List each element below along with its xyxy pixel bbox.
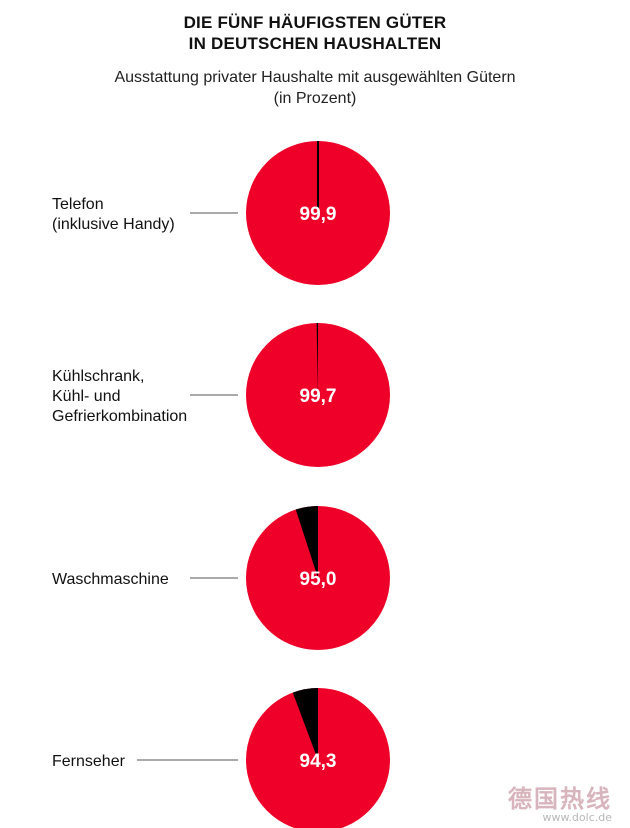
- category-label: Telefon: [52, 196, 104, 213]
- pie-value-label: 99,7: [300, 386, 337, 407]
- pie-value-label: 99,9: [300, 204, 337, 225]
- chart-subtitle-line1: Ausstattung privater Haushalte mit ausge…: [114, 69, 516, 86]
- category-label: (inklusive Handy): [52, 216, 175, 233]
- watermark: 德国热线 www.dolc.de: [508, 786, 612, 824]
- category-label: Kühl- und: [52, 388, 121, 405]
- pie-value-label: 94,3: [300, 751, 337, 772]
- pie-slice-remainder: [295, 506, 318, 578]
- pie-value-label: 95,0: [300, 569, 337, 590]
- category-label: Waschmaschine: [52, 571, 169, 588]
- watermark-text: 德国热线: [508, 784, 612, 813]
- chart-title-line1: DIE FÜNF HÄUFIGSTEN GÜTER: [183, 13, 447, 32]
- chart-subtitle-line2: (in Prozent): [273, 90, 357, 107]
- category-label: Gefrierkombination: [52, 408, 187, 425]
- pie-slice-remainder: [292, 688, 318, 760]
- watermark-url: www.dolc.de: [542, 811, 612, 824]
- chart-title-line2: IN DEUTSCHEN HAUSHALTEN: [188, 34, 442, 53]
- pie-slice-remainder: [316, 322, 318, 395]
- category-label: Fernseher: [52, 753, 126, 770]
- category-label: Kühlschrank,: [52, 368, 145, 385]
